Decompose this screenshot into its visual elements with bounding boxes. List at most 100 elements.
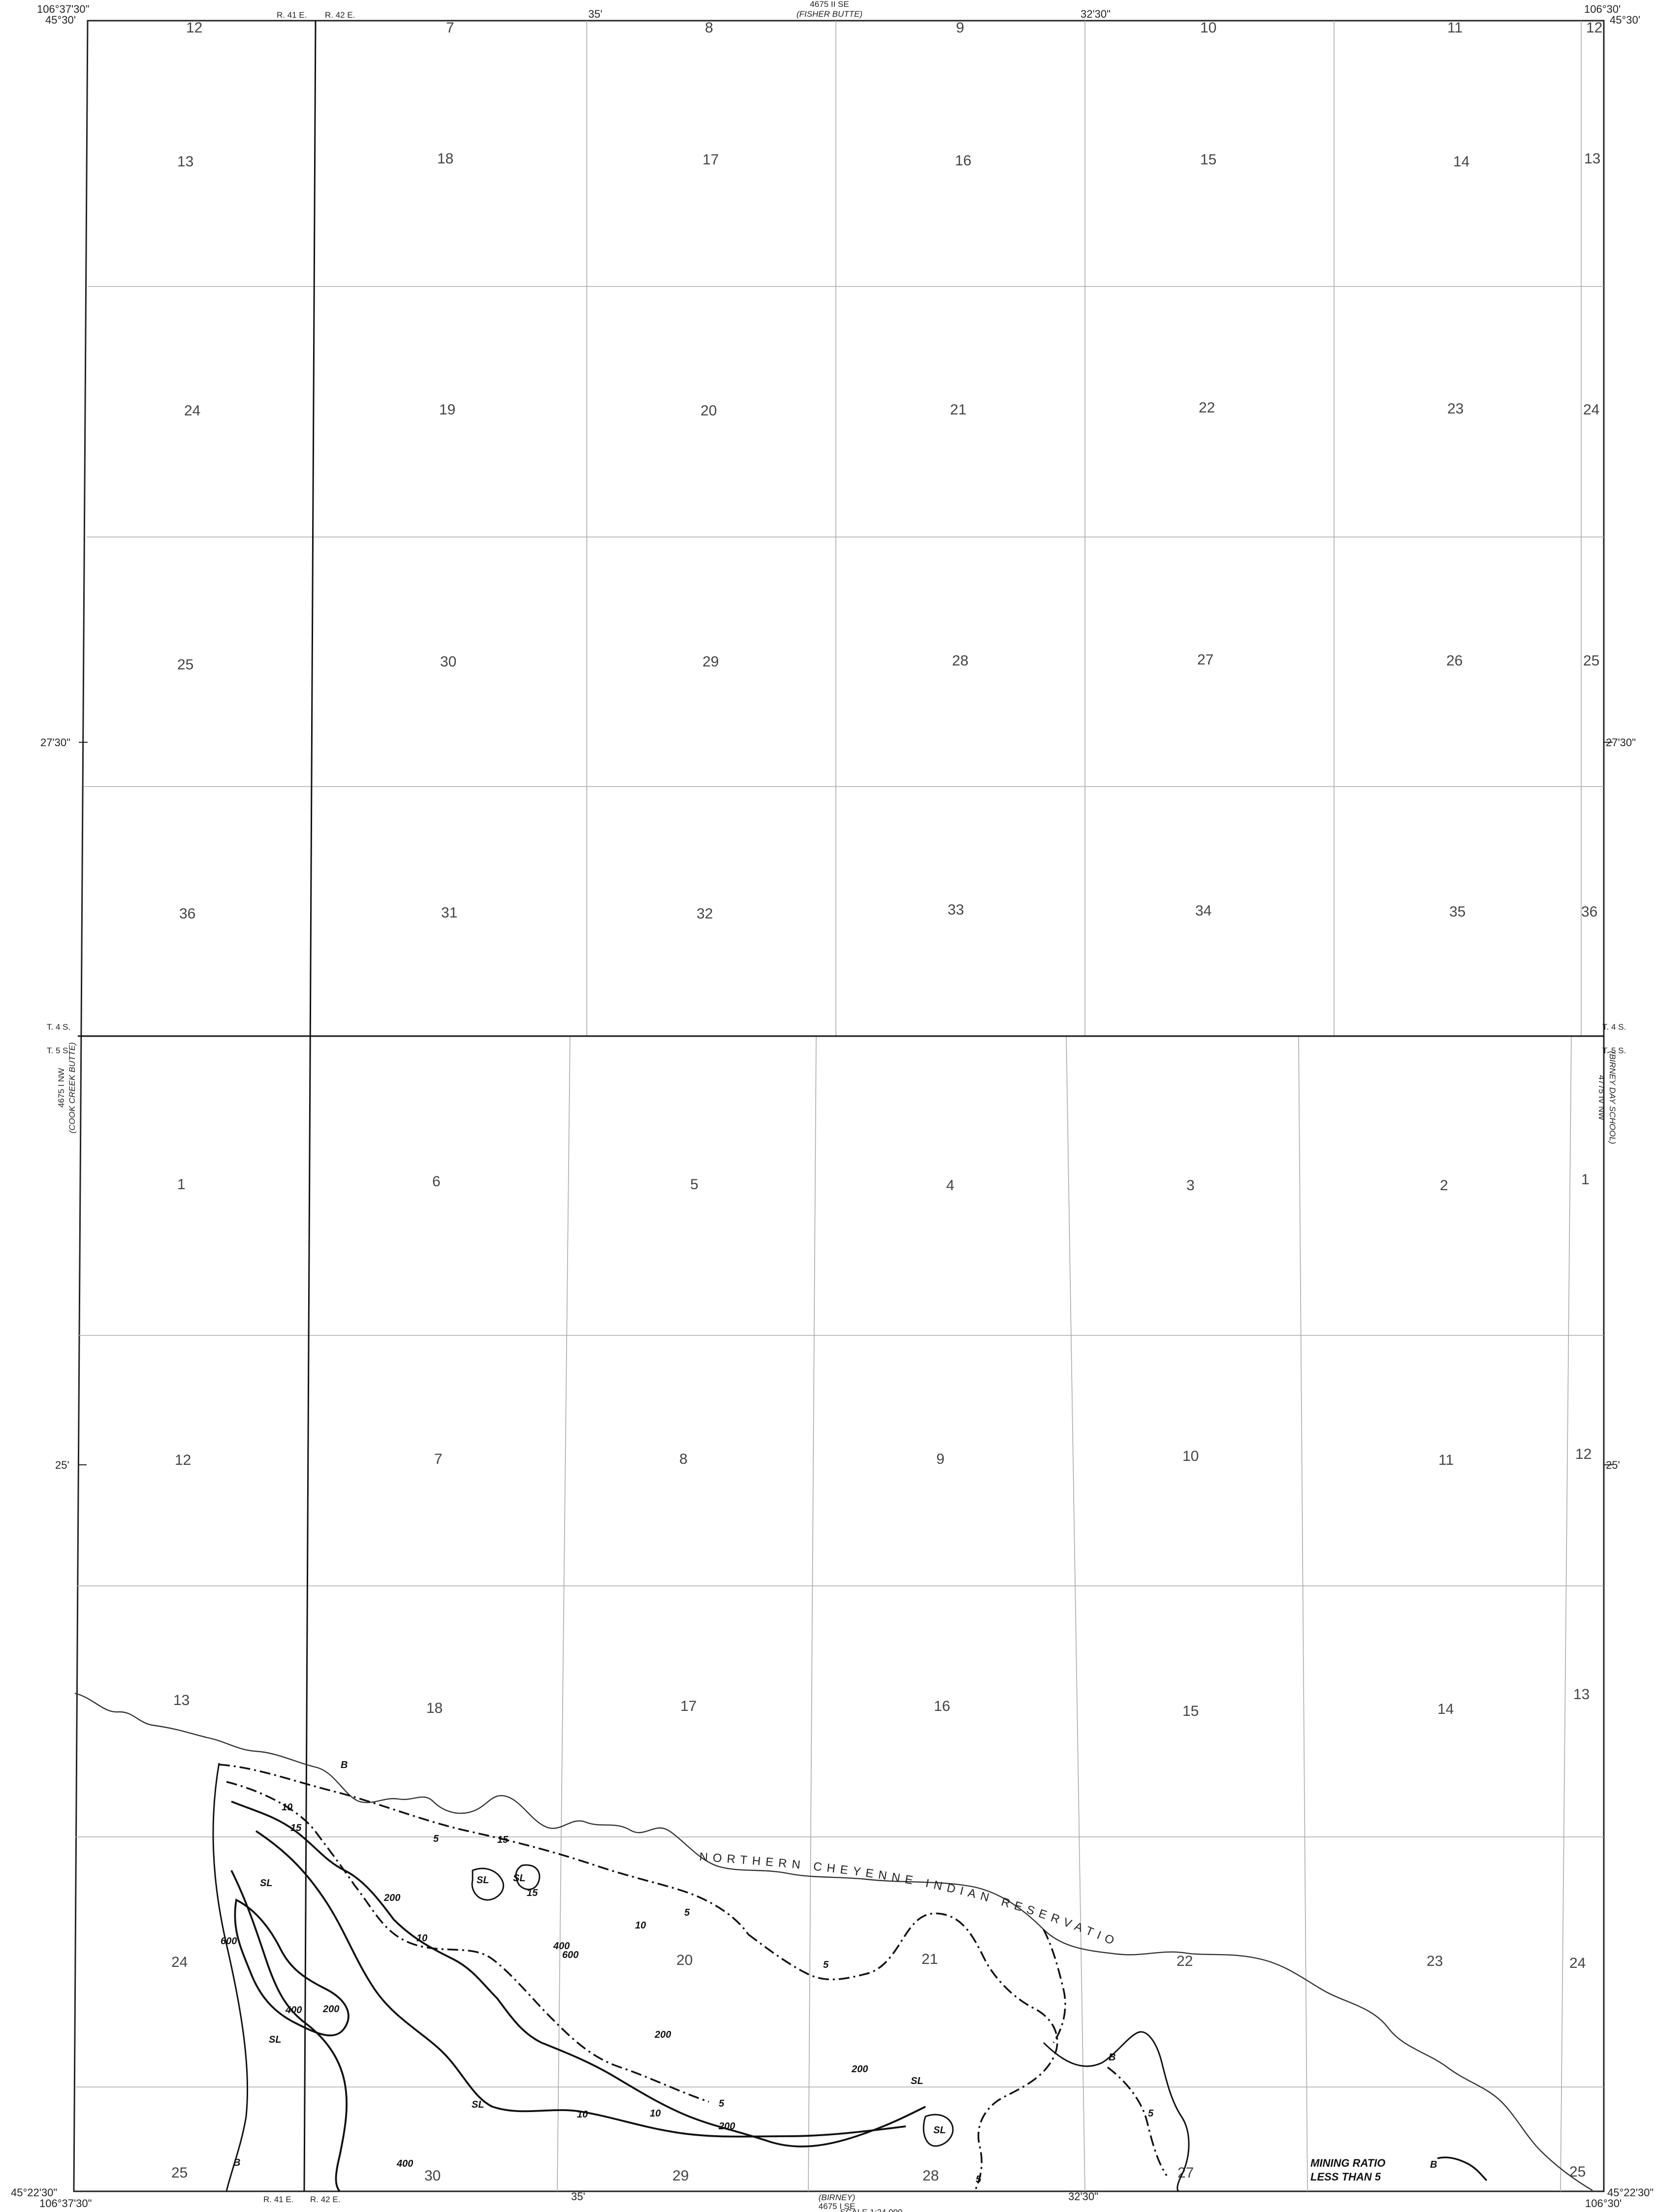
west-quad-name: (COOK CREEK BUTTE) (67, 1042, 77, 1133)
sw-latitude: 45°22'30" (11, 2186, 57, 2199)
contour-label: SL (513, 1873, 526, 1884)
bottom-scale-note: SCALE 1:24 000 (840, 2208, 903, 2212)
section-number: 10 (1200, 20, 1216, 36)
section-number: 29 (672, 2168, 689, 2184)
ne-longitude: 106°30' (1584, 3, 1621, 15)
section-number: 25 (177, 657, 193, 673)
contour-label: 15 (497, 1834, 509, 1845)
section-number: 9 (936, 1451, 945, 1467)
contour-label: 400 (285, 2005, 302, 2016)
section-number: 12 (186, 20, 202, 36)
south-quad-name: (BIRNEY) (819, 2193, 856, 2202)
section-number: 30 (424, 2168, 441, 2184)
mining-ratio-legend: MINING RATIO LESS THAN 5 B (1310, 2157, 1437, 2183)
section-number: 24 (1583, 402, 1599, 418)
contour-label: SL (472, 2099, 484, 2110)
section-number: 1 (1581, 1171, 1590, 1188)
section-number: 28 (923, 2168, 939, 2184)
top-tick-3230: 32'30" (1081, 8, 1111, 20)
reservation-name: NORTHERN CHEYENNE INDIAN RESERVATION (0, 0, 1115, 1949)
section-number: 11 (1447, 20, 1463, 36)
section-number: 7 (446, 20, 454, 36)
right-township-4s: T. 4 S. (1602, 1022, 1626, 1032)
bottom-tick-35: 35' (571, 2190, 585, 2203)
section-number: 30 (440, 654, 456, 670)
section-number: 13 (173, 1692, 190, 1708)
section-number: 16 (934, 1698, 950, 1714)
bottom-tick-3230: 32'30" (1068, 2190, 1098, 2203)
contour-label: 400 (396, 2158, 413, 2169)
contour-label: B (1109, 2052, 1115, 2063)
contour-label: 5 (823, 1959, 829, 1970)
section-number: 17 (702, 152, 719, 168)
section-number: 14 (1453, 154, 1469, 170)
section-number: 17 (680, 1698, 697, 1714)
top-range-41: R. 41 E. (277, 10, 307, 20)
bottom-range-42: R. 42 E. (310, 2195, 340, 2204)
contour-label: SL (477, 1875, 489, 1886)
bottom-range-41: R. 41 E. (263, 2195, 293, 2204)
se-longitude: 106°30' (1585, 2197, 1622, 2210)
section-number: 16 (955, 153, 971, 169)
section-number: 31 (441, 905, 457, 921)
contour-label: 15 (290, 1823, 302, 1833)
section-number: 25 (1583, 653, 1599, 669)
south-quad-code: 4675 I SE (819, 2202, 856, 2211)
section-number: 24 (1569, 1955, 1586, 1971)
section-number: 23 (1427, 1953, 1443, 1969)
section-number: 7 (434, 1451, 443, 1467)
section-number: 15 (1200, 152, 1216, 168)
contour-label: 15 (527, 1888, 538, 1898)
north-quad-name: (FISHER BUTTE) (796, 9, 862, 19)
section-number: 12 (175, 1452, 191, 1468)
section-number: 5 (690, 1176, 699, 1193)
section-number: 13 (177, 154, 193, 170)
section-grid (75, 21, 1604, 2192)
sw-longitude: 106°37'30" (39, 2197, 92, 2210)
contour-label: 10 (650, 2108, 661, 2119)
mining-ratio-contours (212, 1763, 1488, 2192)
left-township-4s: T. 4 S. (47, 1022, 70, 1032)
section-number: 24 (171, 1954, 188, 1970)
section-number: 2 (1440, 1177, 1448, 1194)
section-number: 8 (705, 20, 713, 36)
contour-label: 10 (282, 1802, 292, 1813)
section-number: 36 (1581, 904, 1597, 920)
section-number: 23 (1447, 401, 1464, 417)
section-number: 12 (1586, 20, 1602, 36)
right-township-5s: T. 5 S. (1602, 1046, 1626, 1055)
section-number: 20 (701, 403, 717, 419)
west-quad-code: 4675 I NW (57, 1068, 66, 1107)
section-number: 9 (956, 20, 964, 36)
section-number: 18 (426, 1700, 443, 1716)
contour-label: SL (911, 2076, 924, 2086)
contour-label: 5 (976, 2174, 982, 2185)
section-number: 14 (1437, 1701, 1454, 1717)
section-number: 35 (1449, 904, 1465, 920)
left-tick-25: 25' (55, 1459, 69, 1471)
contour-label: 5 (684, 1907, 690, 1918)
legend-marker: B (1430, 2159, 1437, 2170)
legend-line-1: MINING RATIO (1310, 2157, 1385, 2169)
section-number: 15 (1182, 1703, 1199, 1719)
edge-tick-labels: 35' 32'30" 35' 32'30" 27'30" 27'30" 25' … (40, 8, 1636, 2203)
contour-label: B (233, 2157, 240, 2168)
section-number: 10 (1182, 1448, 1199, 1464)
contour-label: SL (933, 2125, 946, 2136)
nw-latitude: 45°30' (45, 14, 76, 26)
section-number: 3 (1186, 1177, 1195, 1194)
section-number: 18 (437, 151, 453, 167)
section-number: 22 (1177, 1953, 1193, 1969)
section-number: 32 (697, 906, 713, 922)
contour-label: SL (260, 1878, 273, 1889)
section-number: 36 (179, 906, 195, 922)
section-number: 22 (1199, 400, 1215, 416)
contour-label: 200 (718, 2121, 735, 2132)
contour-label: 5 (433, 1833, 439, 1844)
north-quad-code: 4675 II SE (810, 0, 849, 9)
ne-latitude: 45°30' (1610, 14, 1640, 26)
section-number: 29 (702, 654, 719, 670)
contour-label: 200 (851, 2064, 868, 2075)
corner-coordinates: 106°37'30" 45°30' 106°30' 45°30' 45°22'3… (11, 3, 1654, 2210)
